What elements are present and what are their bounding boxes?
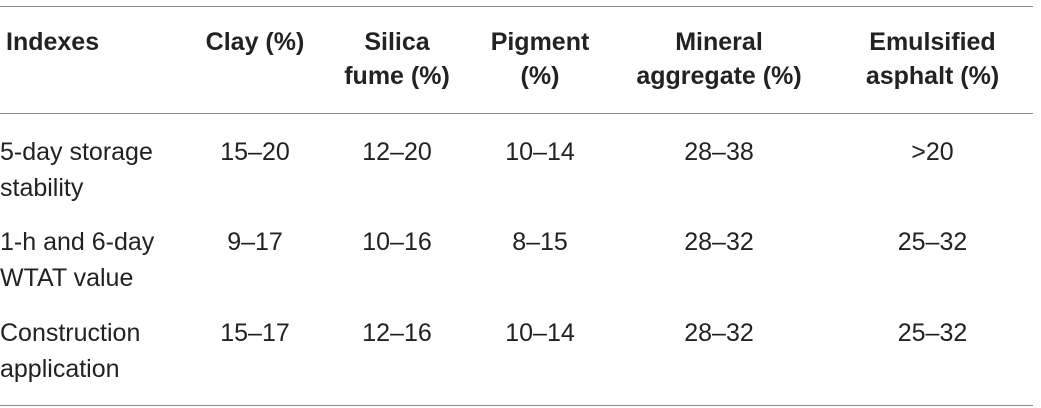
cell-emulsified-asphalt: >20 <box>911 138 954 166</box>
table-header: Indexes Clay (%) Silica fume (%) Pigment… <box>0 6 1033 114</box>
header-mineral-aggregate: Mineral aggregate (%) <box>636 28 802 90</box>
cell-pigment: 8–15 <box>512 228 568 256</box>
header-emulsified-asphalt: Emulsified asphalt (%) <box>865 28 1000 90</box>
mix-proportion-table: Indexes Clay (%) Silica fume (%) Pigment… <box>0 6 1033 406</box>
header-indexes: Indexes <box>6 28 100 56</box>
header-row: Indexes Clay (%) Silica fume (%) Pigment… <box>0 6 1033 114</box>
data-table-container: Indexes Clay (%) Silica fume (%) Pigment… <box>0 6 1033 406</box>
cell-emulsified-asphalt: 25–32 <box>897 228 968 256</box>
cell-silica-fume: 10–16 <box>362 228 432 256</box>
cell-mineral-aggregate: 28–32 <box>684 228 754 256</box>
cell-clay: 15–20 <box>220 138 290 166</box>
cell-clay: 15–17 <box>220 319 290 347</box>
header-pigment: Pigment (%) <box>490 28 590 90</box>
header-silica-fume: Silica fume (%) <box>344 28 450 90</box>
row-index-cell: 5-day storage stability <box>0 138 153 202</box>
cell-emulsified-asphalt: 25–32 <box>897 319 968 347</box>
header-clay: Clay (%) <box>205 28 305 56</box>
cell-mineral-aggregate: 28–32 <box>684 319 754 347</box>
row-index-cell: 1-h and 6-day WTAT value <box>0 228 155 292</box>
cell-pigment: 10–14 <box>505 319 575 347</box>
cell-clay: 9–17 <box>227 228 283 256</box>
table-row: 1-h and 6-day WTAT value 9–17 10–16 8–15… <box>0 214 1033 306</box>
cell-mineral-aggregate: 28–38 <box>684 138 754 166</box>
cell-silica-fume: 12–16 <box>362 319 432 347</box>
table-row: 5-day storage stability 15–20 12–20 10–1… <box>0 114 1033 215</box>
cell-silica-fume: 12–20 <box>362 138 432 166</box>
cell-pigment: 10–14 <box>505 138 575 166</box>
row-index-cell: Construction application <box>0 319 141 383</box>
table-row: Construction application 15–17 12–16 10–… <box>0 306 1033 406</box>
table-body: 5-day storage stability 15–20 12–20 10–1… <box>0 114 1033 406</box>
